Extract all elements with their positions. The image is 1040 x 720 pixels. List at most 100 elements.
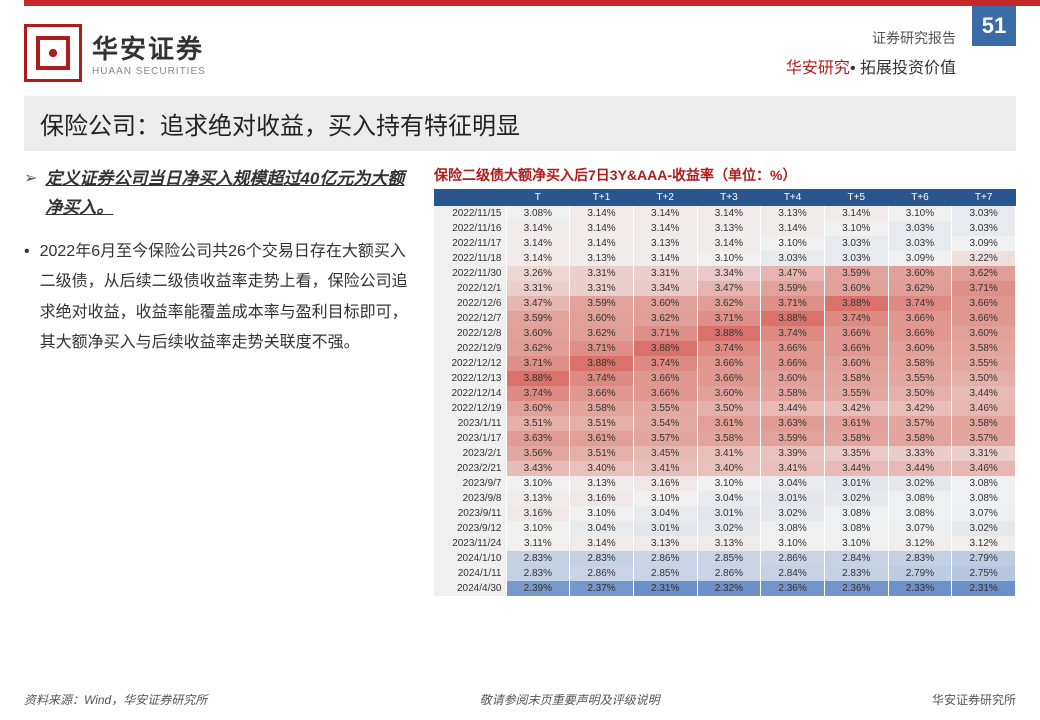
table-row: 2022/12/133.88%3.74%3.66%3.66%3.60%3.58%… [434,371,1016,386]
value-cell: 3.66% [888,326,952,341]
table-header-cell: T+1 [570,189,634,206]
table-row: 2022/12/123.71%3.88%3.74%3.66%3.66%3.60%… [434,356,1016,371]
date-cell: 2022/12/14 [434,386,506,401]
value-cell: 3.55% [824,386,888,401]
body-bullet: • 2022年6月至今保险公司共26个交易日存在大额买入二级债，从后续二级债收益… [24,237,416,359]
value-cell: 3.88% [570,356,634,371]
value-cell: 3.10% [570,506,634,521]
value-cell: 3.14% [570,236,634,251]
table-row: 2023/1/113.51%3.51%3.54%3.61%3.63%3.61%3… [434,416,1016,431]
table-row: 2023/9/73.10%3.13%3.16%3.10%3.04%3.01%3.… [434,476,1016,491]
value-cell: 3.14% [570,206,634,221]
value-cell: 3.03% [888,221,952,236]
date-cell: 2023/9/12 [434,521,506,536]
value-cell: 3.13% [633,236,697,251]
value-cell: 3.08% [824,506,888,521]
value-cell: 3.41% [761,461,825,476]
value-cell: 3.66% [697,356,761,371]
date-cell: 2023/9/11 [434,506,506,521]
value-cell: 3.47% [506,296,570,311]
footer: 资料来源：Wind，华安证券研究所 敬请参阅末页重要声明及评级说明 华安证券研究… [24,691,1016,708]
value-cell: 3.40% [697,461,761,476]
value-cell: 3.10% [824,221,888,236]
top-accent-line [24,0,1040,6]
value-cell: 3.14% [761,221,825,236]
value-cell: 3.66% [952,296,1016,311]
value-cell: 3.59% [761,281,825,296]
date-cell: 2022/11/15 [434,206,506,221]
tagline-red: 华安研究 [786,60,850,77]
value-cell: 3.08% [952,476,1016,491]
value-cell: 3.50% [952,371,1016,386]
value-cell: 3.74% [761,326,825,341]
value-cell: 3.14% [697,206,761,221]
value-cell: 3.14% [506,221,570,236]
table-row: 2023/2/213.43%3.40%3.41%3.40%3.41%3.44%3… [434,461,1016,476]
arrow-icon: ➢ [24,165,37,223]
value-cell: 3.16% [570,491,634,506]
date-cell: 2022/11/30 [434,266,506,281]
value-cell: 3.55% [633,401,697,416]
value-cell: 3.60% [824,281,888,296]
value-cell: 3.60% [888,341,952,356]
value-cell: 3.03% [952,206,1016,221]
value-cell: 3.03% [824,236,888,251]
value-cell: 3.02% [888,476,952,491]
value-cell: 3.74% [570,371,634,386]
value-cell: 3.60% [952,326,1016,341]
value-cell: 3.62% [506,341,570,356]
value-cell: 3.74% [633,356,697,371]
value-cell: 3.74% [506,386,570,401]
value-cell: 3.66% [761,356,825,371]
table-row: 2022/12/143.74%3.66%3.66%3.60%3.58%3.55%… [434,386,1016,401]
value-cell: 3.03% [888,236,952,251]
table-row: 2023/1/173.63%3.61%3.57%3.58%3.59%3.58%3… [434,431,1016,446]
value-cell: 3.60% [761,371,825,386]
date-cell: 2022/12/7 [434,311,506,326]
table-row: 2024/1/112.83%2.86%2.85%2.86%2.84%2.83%2… [434,566,1016,581]
value-cell: 3.59% [824,266,888,281]
value-cell: 3.74% [824,311,888,326]
value-cell: 3.62% [633,311,697,326]
value-cell: 3.71% [633,326,697,341]
table-header-cell: T+3 [697,189,761,206]
date-cell: 2022/12/19 [434,401,506,416]
value-cell: 3.31% [570,281,634,296]
value-cell: 3.54% [633,416,697,431]
value-cell: 3.51% [570,416,634,431]
value-cell: 2.83% [824,566,888,581]
value-cell: 2.79% [888,566,952,581]
table-header-cell: T [506,189,570,206]
table-row: 2022/12/73.59%3.60%3.62%3.71%3.88%3.74%3… [434,311,1016,326]
value-cell: 3.13% [506,491,570,506]
value-cell: 3.12% [952,536,1016,551]
value-cell: 3.57% [952,431,1016,446]
value-cell: 3.14% [824,206,888,221]
value-cell: 3.31% [633,266,697,281]
table-header-cell [434,189,506,206]
logo-icon [24,24,82,82]
value-cell: 3.59% [761,431,825,446]
table-row: 2024/1/102.83%2.83%2.86%2.85%2.86%2.84%2… [434,551,1016,566]
value-cell: 3.60% [633,296,697,311]
value-cell: 3.46% [952,401,1016,416]
logo-en: HUAAN SECURITIES [92,66,206,77]
value-cell: 3.14% [570,536,634,551]
logo-cn: 华安证券 [92,29,206,66]
value-cell: 3.14% [506,251,570,266]
value-cell: 3.66% [952,311,1016,326]
value-cell: 3.62% [570,326,634,341]
value-cell: 3.88% [761,311,825,326]
value-cell: 2.37% [570,581,634,596]
value-cell: 3.71% [570,341,634,356]
value-cell: 3.01% [761,491,825,506]
value-cell: 3.10% [697,476,761,491]
date-cell: 2023/11/24 [434,536,506,551]
value-cell: 3.03% [824,251,888,266]
table-row: 2022/12/63.47%3.59%3.60%3.62%3.71%3.88%3… [434,296,1016,311]
value-cell: 3.66% [761,341,825,356]
header-right: 证券研究报告 华安研究• 拓展投资价值 [786,28,956,78]
value-cell: 3.02% [824,491,888,506]
value-cell: 3.35% [824,446,888,461]
value-cell: 3.71% [952,281,1016,296]
